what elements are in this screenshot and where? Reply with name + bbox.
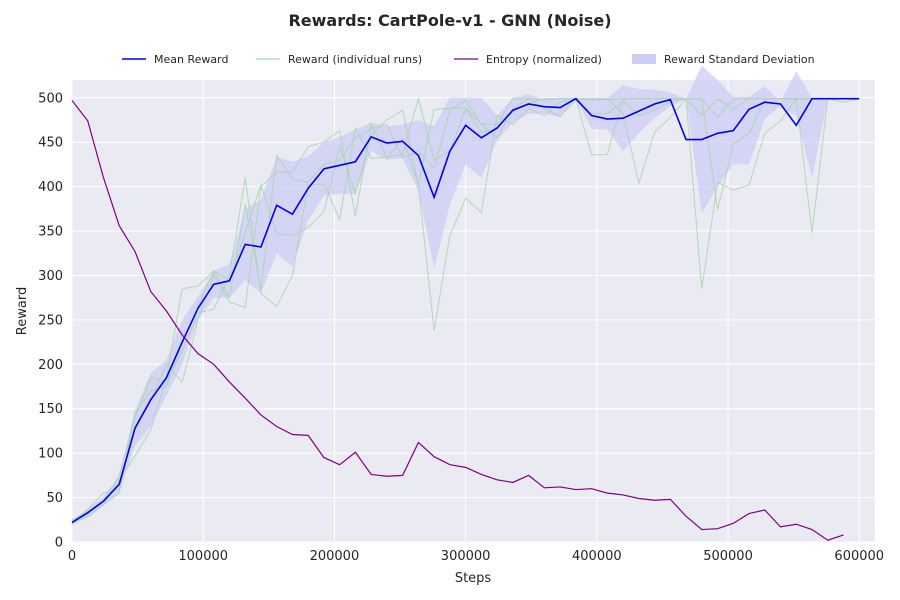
x-tick-label-6: 600000 xyxy=(834,549,884,564)
x-tick-label-1: 100000 xyxy=(178,549,228,564)
y-tick-label-10: 500 xyxy=(38,91,63,106)
legend-label-3: Entropy (normalized) xyxy=(486,53,602,66)
entropy-layer xyxy=(71,100,844,541)
y-tick-label-5: 250 xyxy=(38,313,63,328)
individual-run-line-4 xyxy=(71,98,860,525)
legend-swatch-4 xyxy=(632,54,656,64)
y-axis-label: Reward xyxy=(15,287,30,335)
legend-label-2: Reward (individual runs) xyxy=(288,53,422,66)
x-tick-label-5: 500000 xyxy=(703,549,753,564)
y-tick-label-9: 450 xyxy=(38,136,63,151)
x-axis-label: Steps xyxy=(455,571,492,586)
y-tick-label-1: 50 xyxy=(46,491,63,506)
individual-run-line-3 xyxy=(71,98,860,523)
individual-run-line-1 xyxy=(71,98,860,521)
x-tick-label-4: 400000 xyxy=(572,549,622,564)
y-tick-label-0: 0 xyxy=(55,536,63,551)
individual-run-line-2 xyxy=(71,96,860,525)
x-tick-label-0: 0 xyxy=(68,549,76,564)
mean-reward-line xyxy=(71,97,860,524)
x-axis-ticks: 0 100000 200000 300000 400000 500000 600000 xyxy=(68,549,884,564)
gridlines xyxy=(71,80,875,543)
y-tick-label-4: 200 xyxy=(38,358,63,373)
chart-title: Rewards: CartPole-v1 - GNN (Noise) xyxy=(288,11,611,30)
y-tick-label-6: 300 xyxy=(38,269,63,284)
mean-reward-layer xyxy=(71,97,860,524)
y-tick-label-7: 350 xyxy=(38,225,63,240)
y-tick-label-8: 400 xyxy=(38,180,63,195)
legend-label-1: Mean Reward xyxy=(154,53,228,66)
legend-label-4: Reward Standard Deviation xyxy=(664,53,815,66)
x-tick-label-3: 300000 xyxy=(441,549,491,564)
x-tick-label-2: 200000 xyxy=(310,549,360,564)
entropy-line xyxy=(71,100,844,541)
y-tick-label-3: 150 xyxy=(38,402,63,417)
std-band-layer xyxy=(72,65,860,526)
y-axis-ticks: 0 50 100 150 200 250 300 350 400 450 500 xyxy=(38,91,63,550)
individual-runs-layer xyxy=(71,96,860,525)
y-tick-label-2: 100 xyxy=(38,447,63,462)
std-band xyxy=(72,65,860,526)
chart-legend: Mean Reward Reward (individual runs) Entro… xyxy=(122,53,815,66)
